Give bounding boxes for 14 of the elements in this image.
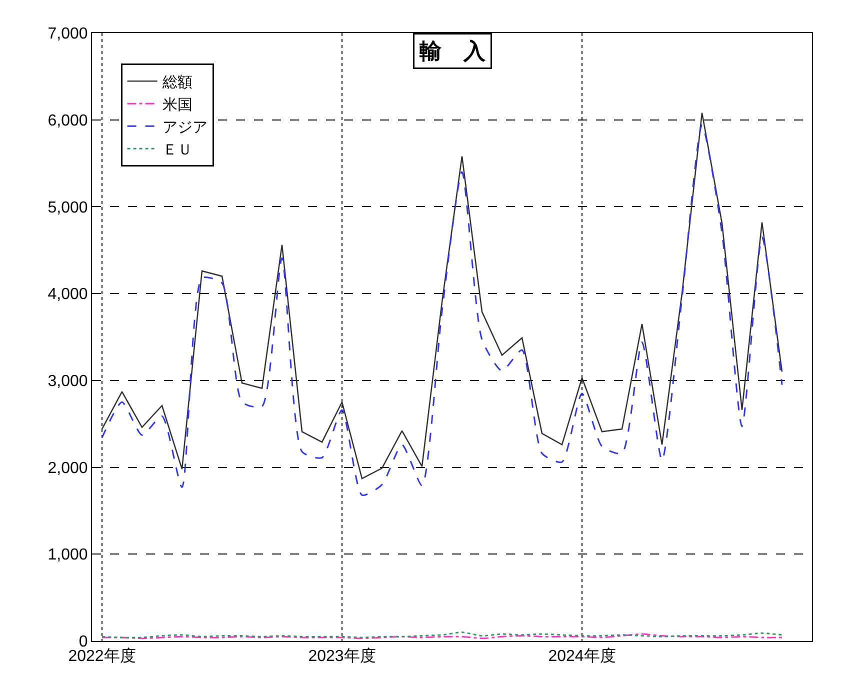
y-tick-label: 2,000 (48, 460, 88, 477)
y-tick-label: 4,000 (48, 286, 88, 304)
legend-label: ＥＵ (162, 142, 192, 158)
y-tick-label: 6,000 (48, 112, 88, 130)
legend-label: 総額 (161, 74, 192, 91)
legend-label: アジア (162, 119, 208, 136)
y-tick-label: 5,000 (48, 199, 88, 216)
y-tick-label: 3,000 (48, 373, 88, 390)
legend-label: 米国 (162, 96, 192, 114)
x-tick-label: 2023年度 (308, 647, 376, 666)
y-tick-label: 7,000 (48, 26, 88, 43)
y-tick-label: 1,000 (48, 546, 88, 564)
chart-title: 輸 入 (418, 38, 486, 64)
x-tick-label: 2024年度 (548, 647, 616, 666)
